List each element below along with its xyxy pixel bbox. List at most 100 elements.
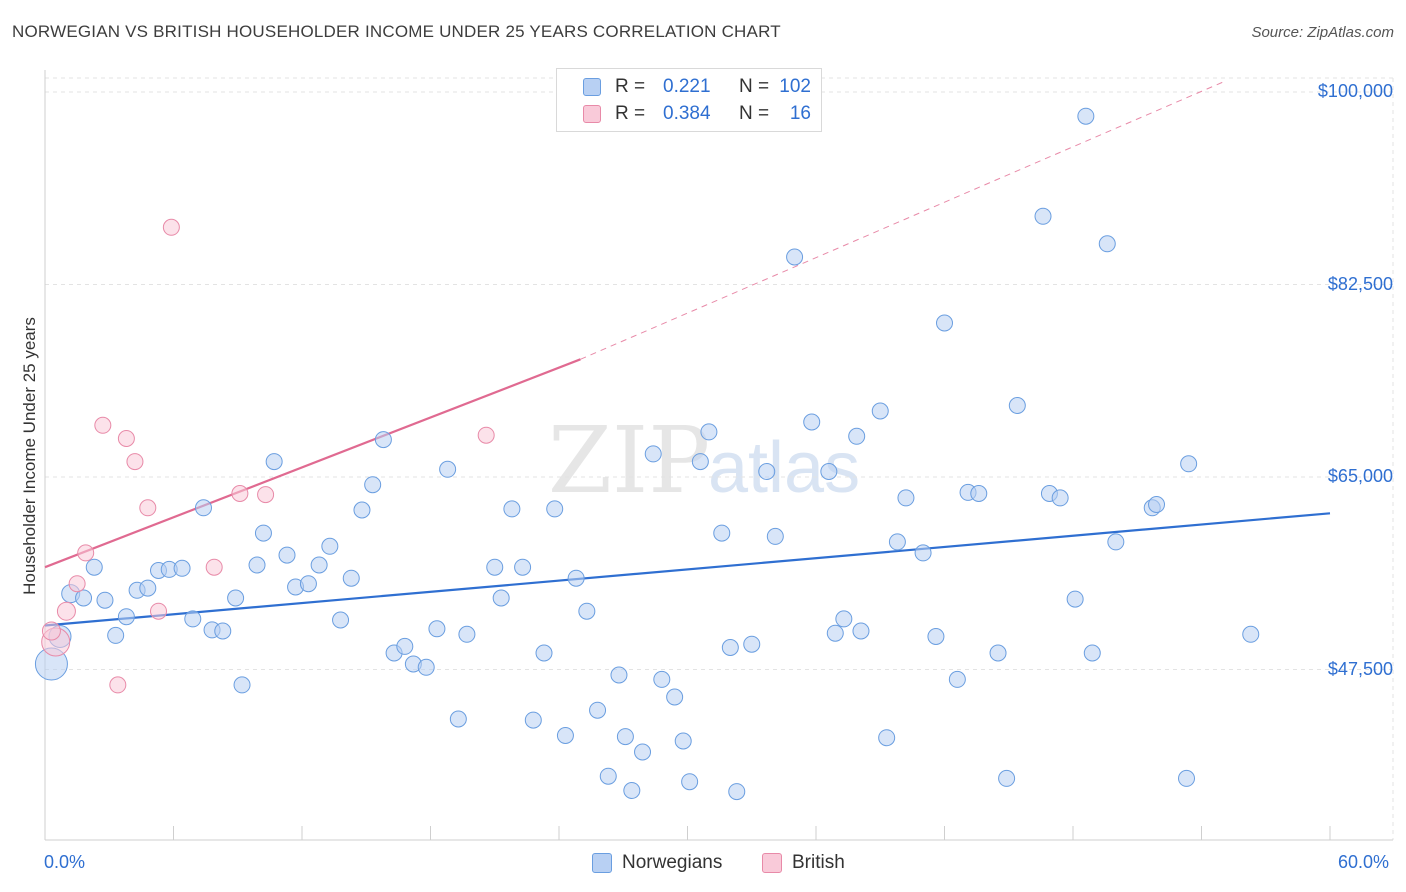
trend-line-british xyxy=(44,358,581,569)
trend-line-norwegians xyxy=(44,512,1331,627)
data-point-norwegians xyxy=(998,769,1016,787)
data-point-british xyxy=(77,544,95,562)
correlation-legend: R = 0.221 N = 102 R = 0.384 N = 16 xyxy=(556,68,822,132)
data-point-norwegians xyxy=(616,728,634,746)
y-tick-label: $65,000 xyxy=(1327,466,1393,486)
data-point-norwegians xyxy=(364,476,382,494)
data-point-norwegians xyxy=(578,602,596,620)
bottom-legend-swatch-british xyxy=(762,853,782,873)
data-point-british xyxy=(257,486,275,504)
data-point-norwegians xyxy=(743,635,761,653)
data-point-norwegians xyxy=(1083,644,1101,662)
data-point-norwegians xyxy=(848,427,866,445)
data-point-norwegians xyxy=(888,533,906,551)
data-point-norwegians xyxy=(492,589,510,607)
data-point-norwegians xyxy=(758,463,776,480)
data-point-norwegians xyxy=(589,701,607,719)
legend-n-label: N = xyxy=(739,103,770,124)
data-point-norwegians xyxy=(117,608,135,626)
data-point-norwegians xyxy=(173,559,191,577)
data-point-norwegians xyxy=(914,544,932,562)
data-point-british xyxy=(109,676,127,694)
data-point-norwegians xyxy=(1180,455,1198,473)
data-point-british xyxy=(68,575,86,593)
y-tick-label: $82,500 xyxy=(1327,273,1393,294)
data-point-norwegians xyxy=(567,569,585,587)
data-points xyxy=(34,107,1260,801)
data-point-norwegians xyxy=(139,579,157,597)
data-point-british xyxy=(162,218,180,236)
data-point-british xyxy=(117,430,135,447)
watermark-atlas: atlas xyxy=(708,428,860,508)
data-point-british xyxy=(477,426,495,444)
data-point-norwegians xyxy=(396,637,414,655)
data-point-norwegians xyxy=(674,732,692,750)
data-point-norwegians xyxy=(897,489,915,507)
data-point-norwegians xyxy=(1077,107,1095,125)
data-point-norwegians xyxy=(878,729,896,747)
data-point-norwegians xyxy=(803,413,821,431)
data-point-norwegians xyxy=(248,556,266,574)
legend-row-british: R = 0.384 N = 16 xyxy=(583,102,811,126)
legend-row-norwegians: R = 0.221 N = 102 xyxy=(583,75,811,99)
legend-swatch-norwegians xyxy=(583,78,601,96)
watermark-zip: ZIP xyxy=(548,407,710,514)
bottom-legend-british: British xyxy=(762,852,845,874)
legend-r-value: 0.384 xyxy=(663,103,711,124)
data-point-norwegians xyxy=(107,626,125,644)
data-point-british xyxy=(231,485,249,502)
data-point-british xyxy=(94,416,112,434)
data-point-norwegians xyxy=(871,402,889,420)
data-point-norwegians xyxy=(310,556,328,574)
data-point-norwegians xyxy=(374,431,392,449)
data-point-norwegians xyxy=(927,628,945,645)
bottom-legend-label-norwegians: Norwegians xyxy=(622,852,723,873)
data-point-norwegians xyxy=(644,445,662,463)
data-point-norwegians xyxy=(691,453,709,471)
data-point-norwegians xyxy=(1034,207,1052,225)
data-point-norwegians xyxy=(623,782,641,799)
data-point-norwegians xyxy=(299,575,317,593)
data-point-norwegians xyxy=(332,611,350,629)
data-point-norwegians xyxy=(1148,496,1166,513)
chart-title: NORWEGIAN VS BRITISH HOUSEHOLDER INCOME … xyxy=(12,22,781,41)
data-point-norwegians xyxy=(214,622,232,640)
x-tick-label-max: 60.0% xyxy=(1338,852,1390,872)
data-point-norwegians xyxy=(254,524,272,542)
data-point-norwegians xyxy=(681,773,699,791)
data-point-norwegians xyxy=(820,463,838,480)
data-point-norwegians xyxy=(970,485,988,502)
data-point-norwegians xyxy=(503,500,521,518)
legend-swatch-british xyxy=(583,105,601,123)
data-point-british xyxy=(41,621,61,641)
data-point-norwegians xyxy=(321,537,339,555)
data-point-norwegians xyxy=(852,622,870,640)
data-point-norwegians xyxy=(546,500,564,518)
data-point-norwegians xyxy=(826,624,844,642)
y-axis-title: Householder Income Under 25 years xyxy=(20,317,39,595)
data-point-norwegians xyxy=(342,569,360,587)
data-point-british xyxy=(150,602,168,620)
data-point-norwegians xyxy=(1178,769,1196,787)
data-point-british xyxy=(139,499,157,517)
data-point-norwegians xyxy=(458,625,476,643)
data-point-norwegians xyxy=(428,620,446,638)
data-point-norwegians xyxy=(610,666,628,684)
data-point-norwegians xyxy=(948,670,966,688)
data-point-norwegians xyxy=(786,248,804,266)
data-point-norwegians xyxy=(184,610,202,628)
data-point-norwegians xyxy=(1242,625,1260,643)
data-point-norwegians xyxy=(653,670,671,688)
y-tick-label: $100,000 xyxy=(1317,81,1393,101)
data-point-norwegians xyxy=(535,644,553,662)
data-point-norwegians xyxy=(721,639,739,656)
data-point-norwegians xyxy=(835,610,853,628)
data-point-british xyxy=(126,453,144,471)
data-point-norwegians xyxy=(417,658,435,676)
data-point-norwegians xyxy=(486,558,504,576)
data-point-norwegians xyxy=(194,499,212,517)
data-point-norwegians xyxy=(728,783,746,801)
legend-r-value: 0.221 xyxy=(663,76,711,97)
data-point-norwegians xyxy=(700,423,718,441)
